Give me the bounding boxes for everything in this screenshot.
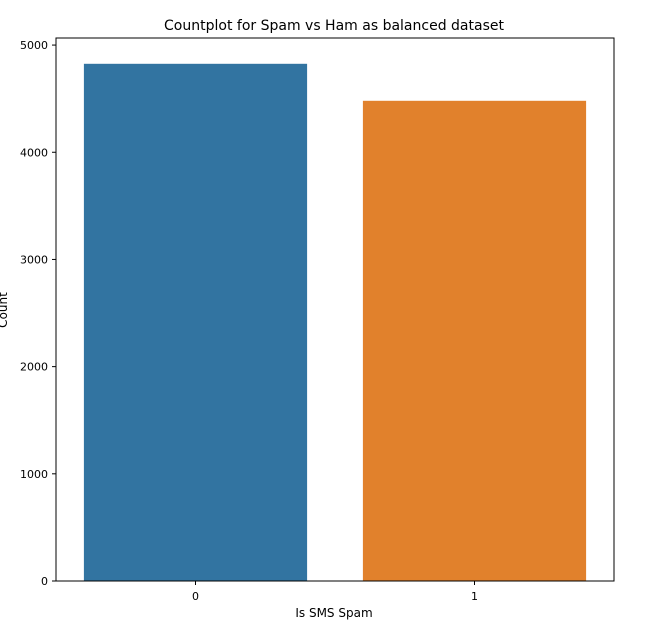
bar-1 bbox=[362, 100, 587, 582]
bar-0 bbox=[83, 63, 308, 582]
x-tick-label: 0 bbox=[192, 590, 199, 603]
y-tick-label: 0 bbox=[41, 575, 48, 588]
bars-group bbox=[83, 63, 587, 582]
y-axis: 0 1000 2000 3000 4000 5000 bbox=[20, 39, 56, 588]
y-tick-label: 5000 bbox=[20, 39, 48, 52]
x-axis-label: Is SMS Spam bbox=[295, 606, 372, 620]
x-tick-label: 1 bbox=[471, 590, 478, 603]
y-tick-label: 3000 bbox=[20, 253, 48, 266]
chart-title: Countplot for Spam vs Ham as balanced da… bbox=[164, 18, 504, 34]
y-tick-label: 4000 bbox=[20, 146, 48, 159]
y-axis-label: Count bbox=[0, 292, 10, 328]
plot-frame bbox=[55, 37, 615, 582]
y-tick-label: 1000 bbox=[20, 468, 48, 481]
y-tick-label: 2000 bbox=[20, 361, 48, 374]
